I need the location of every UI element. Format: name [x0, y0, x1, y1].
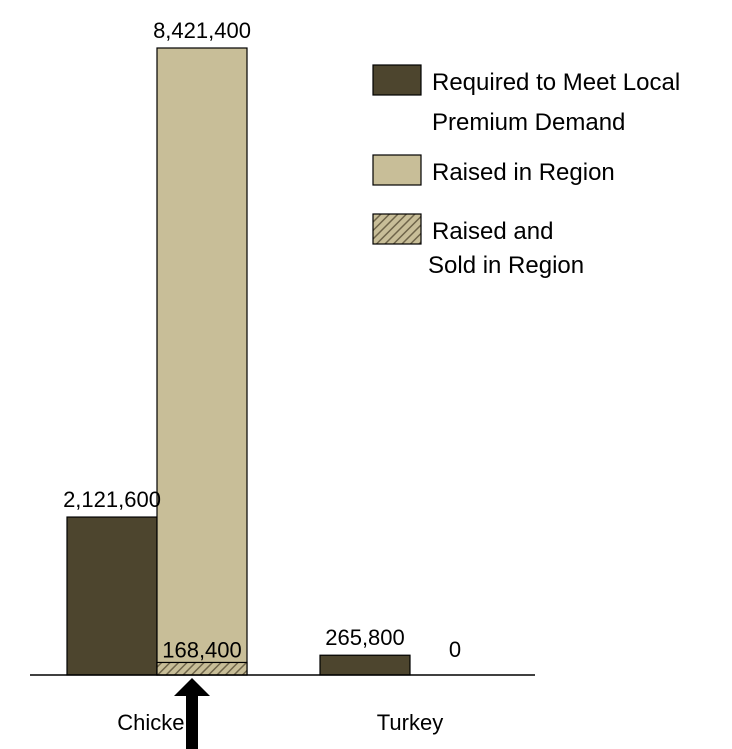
legend-label-required-to-meet-local-premium-demand-line-2: Premium Demand — [432, 109, 625, 136]
legend-swatch-required-to-meet-local-premium-demand — [372, 64, 422, 96]
category-label-turkey: Turkey — [377, 710, 443, 735]
data-label-raised-chicken: 8,421,400 — [153, 18, 251, 43]
data-label-raised-turkey: 0 — [449, 637, 461, 662]
legend-swatch-raised-in-region — [372, 154, 422, 186]
bar-raised-chicken — [156, 47, 248, 676]
legend-label-raised-in-region-line-1: Raised in Region — [432, 159, 615, 186]
arrow-up-icon — [174, 678, 210, 749]
legend-label-required-to-meet-local-premium-demand-line-1: Required to Meet Local — [432, 69, 680, 96]
bar-raised-and-sold-chicken — [156, 661, 248, 676]
legend-label-raised-and-sold-in-region-line-1: Raised and — [432, 218, 553, 245]
bar-required-chicken — [66, 516, 158, 676]
bar-required-turkey — [319, 654, 411, 676]
legend-label-raised-and-sold-in-region-line-2: Sold in Region — [428, 252, 584, 279]
category-labels-group: Chicken Turkey — [117, 710, 443, 735]
legend: Required to Meet Local Premium Demand Rais… — [372, 64, 680, 279]
data-label-required-turkey: 265,800 — [325, 625, 405, 650]
data-label-raised-and-sold-chicken: 168,400 — [162, 637, 242, 662]
category-label-chicken: Chicken — [117, 710, 196, 735]
legend-swatch-raised-and-sold-in-region — [372, 213, 422, 245]
bars-group — [66, 47, 411, 676]
annotations-group — [174, 678, 210, 749]
bar-labels-group: 2,121,600 8,421,400 168,400 265,800 0 — [63, 18, 461, 662]
data-label-required-chicken: 2,121,600 — [63, 487, 161, 512]
